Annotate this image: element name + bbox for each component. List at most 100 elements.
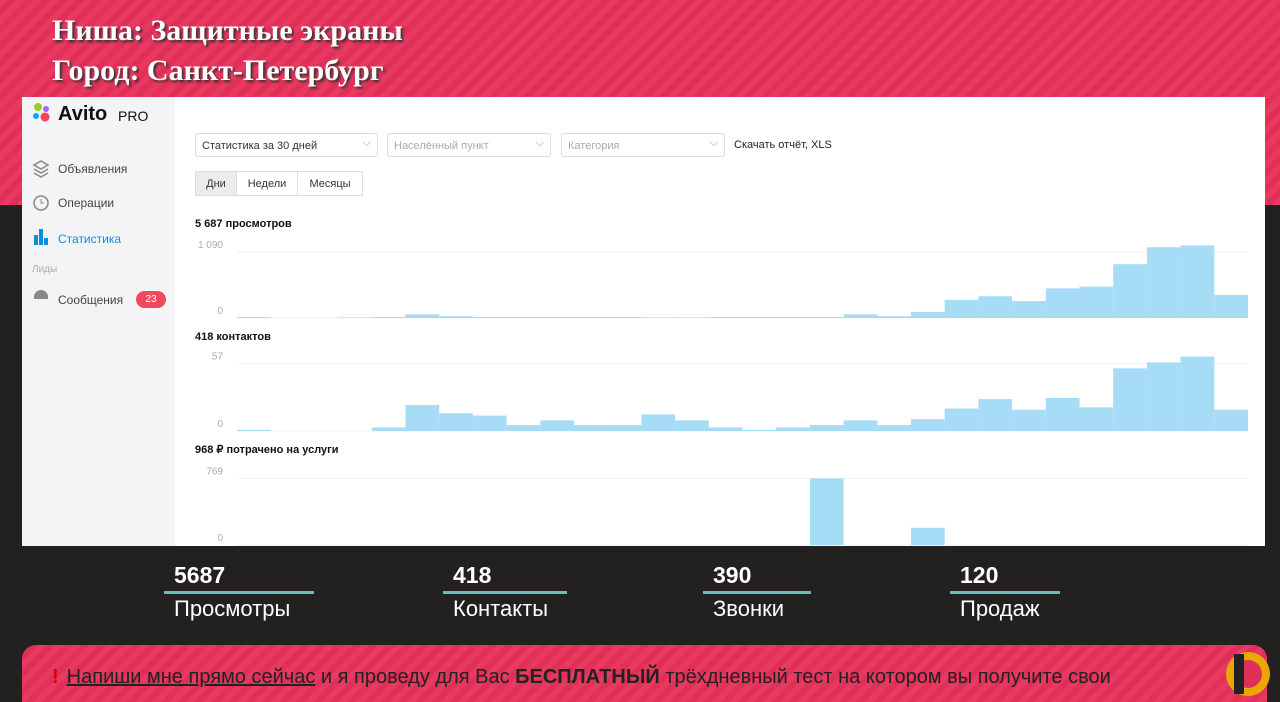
menu-item[interactable]: Операции — [58, 196, 115, 210]
logo-suffix: PRO — [118, 108, 149, 124]
bar — [1146, 247, 1181, 318]
bar — [1113, 368, 1147, 431]
cta-part: и я проведу для Вас — [315, 666, 516, 688]
bar — [574, 317, 608, 318]
bar — [776, 317, 810, 318]
bar — [237, 317, 271, 318]
bar — [439, 316, 473, 318]
bar — [675, 420, 709, 431]
stat-value: 5687 — [174, 562, 226, 588]
bar — [1180, 245, 1215, 318]
stat-value: 390 — [713, 562, 752, 588]
bar — [708, 317, 743, 318]
bar — [641, 414, 676, 431]
badge: 23 — [136, 291, 166, 308]
exclamation: ! — [52, 666, 59, 688]
download-link[interactable]: Скачать отчёт, XLS — [734, 139, 832, 151]
niche-title: Ниша: Защитные экраны — [52, 14, 403, 47]
bar — [978, 296, 1013, 318]
tab[interactable]: Месяцы — [297, 171, 363, 196]
stat-label: Просмотры — [174, 596, 291, 621]
menu-item[interactable]: Сообщения — [58, 293, 124, 307]
filter-select[interactable]: Населённый пункт — [387, 131, 551, 157]
bar — [742, 317, 777, 318]
cta-link[interactable]: Напиши мне прямо сейчас — [66, 666, 316, 688]
bar — [1012, 301, 1046, 318]
y-tick-label: 0 — [217, 306, 223, 317]
bar — [708, 427, 743, 431]
corner-logo — [1226, 652, 1270, 696]
bar — [1079, 286, 1114, 318]
bar — [1180, 356, 1215, 431]
y-tick-label: 769 — [206, 466, 223, 477]
cta-banner — [22, 645, 1267, 702]
bar — [439, 413, 473, 431]
bar — [371, 317, 406, 318]
chart-title: 418 контактов — [195, 331, 271, 343]
bar — [540, 317, 574, 318]
filter-select[interactable]: Категория — [561, 131, 725, 157]
bar — [371, 427, 406, 431]
bar — [776, 427, 810, 431]
logo-icon — [33, 103, 50, 122]
chart-title: 968 ₽ потрачено на услуги — [195, 444, 339, 456]
bar — [338, 317, 372, 318]
bar — [675, 317, 709, 318]
menu-item-active[interactable]: Статистика — [58, 232, 122, 246]
y-tick-label: 0 — [217, 533, 223, 544]
bar — [641, 317, 676, 318]
bar — [978, 399, 1013, 431]
bar — [944, 299, 979, 318]
sidebar: Avito PRO Объявления Операции Статистика… — [22, 97, 175, 546]
menu-section: Лиды — [32, 264, 58, 275]
cta-part: трёхдневный тест на котором вы получите … — [659, 666, 1111, 688]
menu-item[interactable]: Объявления — [58, 162, 128, 176]
y-tick-label: 0 — [217, 419, 223, 430]
bar — [237, 429, 271, 431]
bar — [911, 527, 945, 545]
bar — [506, 425, 541, 431]
city-title: Город: Санкт-Петербург — [52, 54, 384, 87]
stat-label: Продаж — [960, 596, 1040, 621]
bar — [742, 429, 777, 431]
bar — [405, 314, 440, 318]
bar — [607, 425, 642, 431]
y-tick-label: 57 — [212, 352, 224, 363]
filter-select[interactable]: Статистика за 30 дней — [195, 131, 378, 157]
stat-label: Звонки — [713, 596, 785, 621]
bar — [911, 419, 945, 431]
menu-icons — [32, 160, 50, 299]
avito-panel: Avito PRO Объявления Операции Статистика… — [22, 97, 1265, 546]
bar — [1146, 362, 1181, 431]
tab-active[interactable]: Дни — [195, 171, 237, 196]
bar — [944, 408, 979, 431]
bar — [1045, 397, 1080, 431]
underline — [443, 591, 567, 594]
bar — [472, 317, 507, 318]
underline — [703, 591, 811, 594]
bar — [1214, 295, 1248, 318]
bar — [607, 317, 642, 318]
logo: Avito — [58, 103, 108, 125]
bar — [1045, 288, 1080, 318]
bar — [472, 415, 507, 431]
chart-title: 5 687 просмотров — [195, 218, 292, 230]
cta-bold: БЕСПЛАТНЫЙ — [515, 666, 660, 688]
bar — [911, 311, 945, 318]
bar — [405, 405, 440, 431]
bar — [574, 425, 608, 431]
charts: 5 687 просмотров 0 1 090 418 контактов 0 57 96… — [195, 218, 1248, 546]
bar — [877, 425, 911, 431]
bar — [1214, 409, 1248, 431]
bar — [1079, 407, 1114, 431]
y-tick-label: 1 090 — [198, 240, 223, 251]
bar — [843, 420, 878, 431]
cta-text: ! Напиши мне прямо сейчас и я проведу для… — [52, 666, 1111, 689]
bar — [843, 314, 878, 318]
bar — [506, 317, 541, 318]
bar — [809, 425, 844, 431]
underline — [950, 591, 1060, 594]
bar — [1012, 409, 1046, 431]
stat-label: Контакты — [453, 596, 549, 621]
